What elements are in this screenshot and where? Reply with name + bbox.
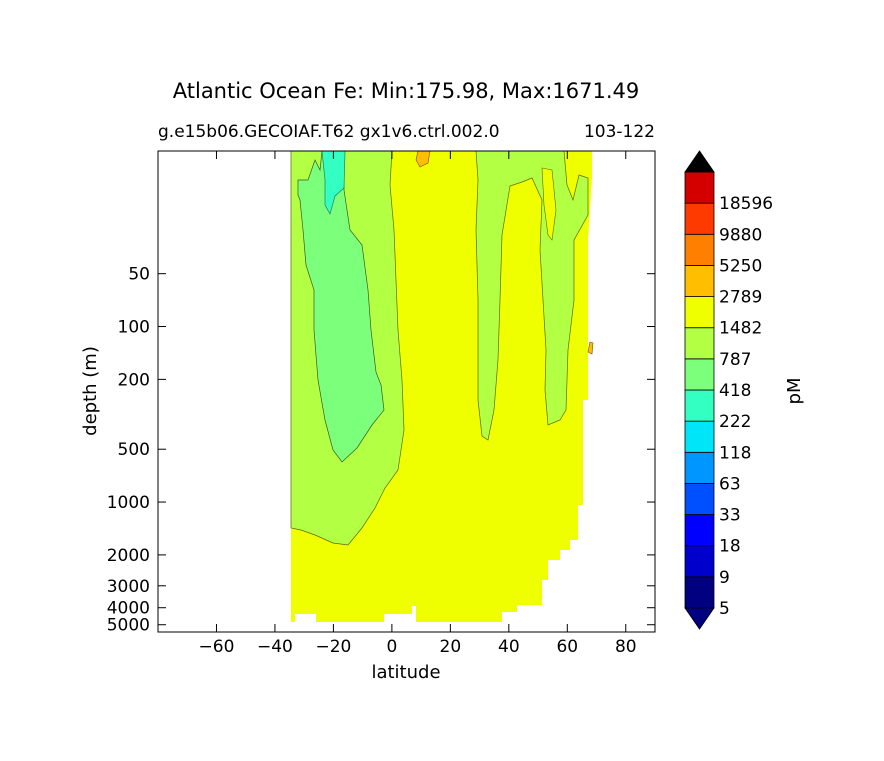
north-atlantic-fe-region [475,151,589,441]
colorbar-bin [684,576,715,609]
x-tick-label: 20 [440,637,462,657]
y-tick-label: 50 [128,265,150,285]
colorbar-tick-label: 18 [719,537,741,557]
x-axis: −60 −40 −20 0 20 40 60 80 [199,151,637,657]
north-yellow-pocket [541,167,557,241]
colorbar-bin [684,389,715,422]
x-tick-label: 40 [498,637,520,657]
colorbar-tick-label: 222 [719,412,751,432]
colorbar-tick-label: 118 [719,443,751,463]
y-tick-label: 1000 [107,493,150,513]
colorbar-tick-label: 418 [719,381,751,401]
plot-frame [157,150,656,633]
x-tick-label: 80 [615,637,637,657]
x-tick-label: −60 [199,637,235,657]
colorbar-label: pM [784,378,805,405]
colorbar: 5 9 18 33 63 118 222 418 787 1482 2789 5250 9880 1859… [684,150,773,630]
colorbar-tick-label: 63 [719,474,741,494]
colorbar-bin [684,451,715,484]
south-atlantic-fe-region [297,151,385,463]
y-axis-label: depth (m) [80,346,101,436]
colorbar-bin [684,420,715,453]
x-tick-label: 0 [386,637,397,657]
y-tick-label: 5000 [107,616,150,636]
colorbar-under-arrow [684,607,715,630]
chart-subtitle-right: 103-122 [584,122,655,142]
colorbar-bin [684,233,715,266]
x-tick-label: −20 [315,637,351,657]
x-tick-label: −40 [257,637,293,657]
colorbar-tick-label: 18596 [719,194,773,214]
colorbar-tick-label: 9880 [719,225,762,245]
south-surface-fe-patch [321,151,346,215]
colorbar-tick-label: 1482 [719,319,762,339]
colorbar-bin [684,545,715,578]
x-axis-label: latitude [371,662,440,683]
x-tick-label: 60 [556,637,578,657]
colorbar-bin [684,358,715,391]
y-tick-label: 500 [118,440,150,460]
y-tick-label: 2000 [107,546,150,566]
surface-orange-spot [415,151,431,168]
colorbar-tick-label: 2789 [719,288,762,308]
colorbar-tick-label: 9 [719,568,730,588]
y-tick-label: 4000 [107,599,150,619]
colorbar-bin [684,202,715,235]
plot-area [158,151,655,632]
colorbar-bin [684,296,715,329]
colorbar-over-arrow [684,150,715,173]
colorbar-bin [684,327,715,360]
y-tick-label: 100 [118,318,150,338]
colorbar-bin [684,514,715,547]
north-orange-spot [587,341,594,355]
colorbar-bin [684,265,715,297]
colorbar-bin [684,171,715,204]
colorbar-tick-label: 5 [719,599,730,619]
chart-subtitle-left: g.e15b06.GECOIAF.T62 gx1v6.ctrl.002.0 [158,122,500,142]
colorbar-tick-label: 787 [719,350,751,370]
y-tick-label: 3000 [107,577,150,597]
chart-title: Atlantic Ocean Fe: Min:175.98, Max:1671.… [173,79,639,103]
colorbar-bin [684,483,715,515]
colorbar-tick-label: 33 [719,506,741,526]
colorbar-tick-label: 5250 [719,256,762,276]
y-tick-label: 200 [118,370,150,390]
